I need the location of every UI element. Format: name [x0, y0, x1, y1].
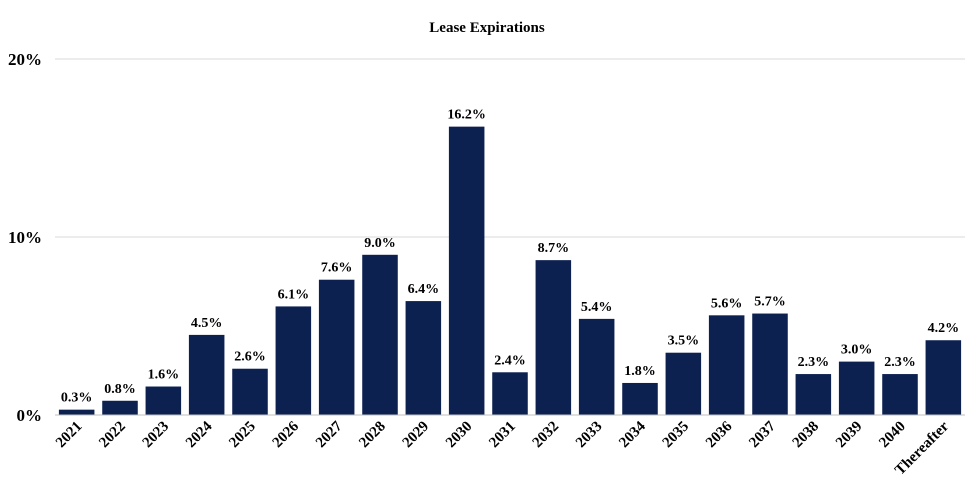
bar	[448, 126, 485, 415]
bar	[535, 260, 572, 415]
x-tick-label: 2021	[53, 419, 86, 452]
data-label: 7.6%	[321, 261, 353, 276]
data-label: 6.1%	[278, 287, 310, 302]
y-axis-ticks: 0% 10% 20%	[8, 50, 42, 425]
data-label: 4.2%	[928, 321, 960, 336]
data-label: 1.6%	[148, 368, 180, 383]
data-label: 6.4%	[408, 282, 440, 297]
data-label: 2.3%	[884, 355, 916, 370]
data-label: 5.4%	[581, 300, 613, 315]
x-axis-ticks: 2021 2022 2023 2024 2025 2026 2027 2028 2029 2030…	[53, 418, 952, 478]
bar	[318, 279, 355, 415]
bar	[275, 306, 312, 415]
bar	[882, 374, 918, 415]
bar	[188, 334, 225, 415]
x-tick-label: 2031	[486, 419, 519, 452]
bar	[362, 254, 398, 415]
y-tick-label: 20%	[8, 50, 42, 69]
x-tick-label: 2029	[400, 419, 433, 452]
data-label: 2.4%	[494, 353, 526, 368]
bar	[622, 382, 658, 415]
data-label: 16.2%	[447, 108, 486, 123]
x-tick-label: 2033	[573, 419, 606, 452]
x-tick-label: 2039	[833, 419, 866, 452]
data-label: 8.7%	[538, 241, 570, 256]
x-tick-label: 2028	[356, 419, 389, 452]
data-label: 3.0%	[841, 343, 873, 358]
data-label: 0.3%	[61, 391, 93, 406]
data-label: 3.5%	[668, 334, 700, 349]
bar	[102, 400, 138, 415]
data-label: 9.0%	[364, 236, 396, 251]
x-tick-label: 2022	[96, 419, 129, 452]
data-label: 2.3%	[798, 355, 830, 370]
x-tick-label: 2026	[270, 418, 303, 451]
data-label: 5.6%	[711, 296, 743, 311]
bar	[232, 368, 268, 415]
x-tick-label: 2036	[703, 418, 736, 451]
bar	[838, 361, 875, 415]
x-tick-label: 2035	[660, 419, 693, 452]
data-label: 2.6%	[234, 350, 266, 365]
data-label: 0.8%	[104, 382, 136, 397]
bars	[58, 126, 962, 415]
x-tick-label: 2038	[790, 419, 823, 452]
bar	[665, 352, 702, 415]
bar	[795, 374, 832, 415]
gridlines	[55, 58, 965, 238]
bar	[145, 386, 182, 415]
y-tick-label: 10%	[8, 228, 42, 247]
x-tick-label: 2023	[140, 419, 173, 452]
bar	[492, 372, 528, 415]
data-labels: 0.3% 0.8% 1.6% 4.5% 2.6% 6.1% 7.6% 9.0% 6.4% 16.2…	[61, 108, 959, 406]
bar	[405, 301, 442, 415]
x-tick-label: 2034	[616, 418, 649, 451]
x-tick-label: 2025	[226, 419, 259, 452]
chart-title: Lease Expirations	[429, 20, 545, 36]
x-tick-label: 2030	[443, 419, 476, 452]
bar	[58, 409, 95, 415]
x-tick-label: 2027	[313, 418, 346, 451]
bar	[752, 313, 788, 415]
data-label: 1.8%	[624, 364, 656, 379]
data-label: 4.5%	[191, 316, 223, 331]
y-tick-label: 0%	[17, 406, 43, 425]
x-tick-label: 2032	[530, 419, 563, 452]
x-tick-label: 2040	[876, 419, 909, 452]
bar	[708, 315, 745, 415]
bar	[925, 340, 962, 415]
data-label: 5.7%	[754, 295, 786, 310]
x-tick-label: 2024	[183, 418, 216, 451]
x-tick-label: 2037	[746, 418, 779, 451]
bar	[578, 318, 615, 415]
